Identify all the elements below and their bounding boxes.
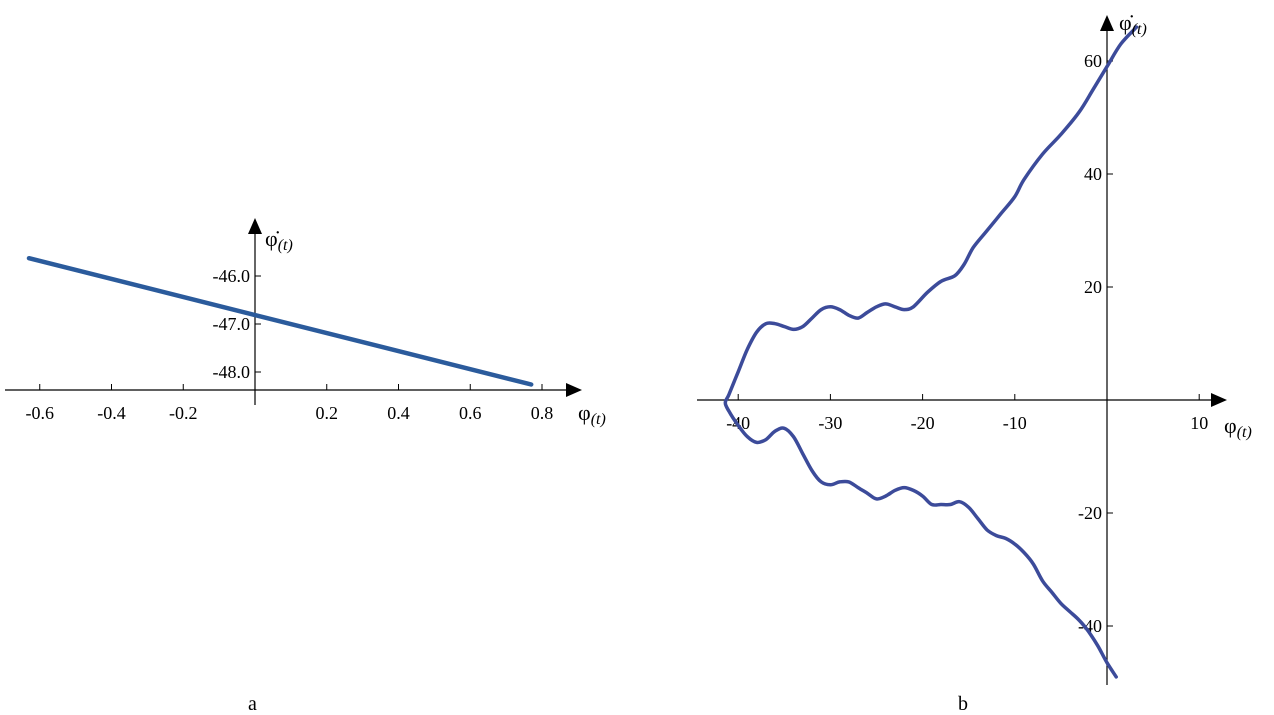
chart-a-y-ticks: -46.0 -47.0 -48.0 — [213, 266, 262, 382]
chart-b-panel-label: b — [958, 693, 968, 715]
chart-b-y-tick-label: 40 — [1084, 164, 1102, 184]
chart-b-x-tick-label: 10 — [1190, 413, 1208, 433]
chart-a-y-axis-label: φ̇(t) — [265, 226, 293, 254]
chart-b-y-tick-label: 20 — [1084, 277, 1102, 297]
chart-a-panel-label: a — [248, 693, 257, 715]
chart-a-x-tick-label: -0.2 — [169, 403, 198, 423]
chart-a-x-tick-label: -0.6 — [26, 403, 55, 423]
chart-a-x-tick-label: -0.4 — [97, 403, 126, 423]
chart-b-y-tick-label: 60 — [1084, 51, 1102, 71]
chart-b-x-tick-label: -30 — [818, 413, 842, 433]
chart-a-y-tick-label: -46.0 — [213, 266, 251, 286]
chart-a-x-tick-label: 0.2 — [316, 403, 339, 423]
chart-a-x-tick-label: 0.6 — [459, 403, 482, 423]
chart-a-y-tick-label: -48.0 — [213, 362, 251, 382]
chart-a-x-tick-label: 0.8 — [531, 403, 554, 423]
chart-b-y-tick-label: -20 — [1078, 503, 1102, 523]
chart-a-x-axis-arrow — [566, 383, 582, 397]
chart-b-y-axis-arrow — [1100, 15, 1114, 31]
chart-a-series-line — [29, 258, 531, 384]
chart-b-y-axis-label: φ̇(t) — [1119, 10, 1147, 38]
chart-b-x-tick-label: -10 — [1003, 413, 1027, 433]
chart-a-x-tick-label: 0.4 — [387, 403, 410, 423]
chart-a-y-tick-label: -47.0 — [213, 314, 251, 334]
chart-b-x-axis-arrow — [1211, 393, 1227, 407]
chart-a-x-axis-label: φ(t) — [578, 400, 606, 428]
chart-b-x-tick-label: -20 — [911, 413, 935, 433]
chart-a-y-axis-arrow — [248, 218, 262, 234]
chart-b-series-line — [725, 27, 1136, 677]
chart-a: -0.6 -0.4 -0.2 0.2 0.4 0.6 0.8 -46.0 -47.0 -48.0… — [5, 218, 606, 715]
chart-b-x-axis-label: φ(t) — [1224, 413, 1252, 441]
